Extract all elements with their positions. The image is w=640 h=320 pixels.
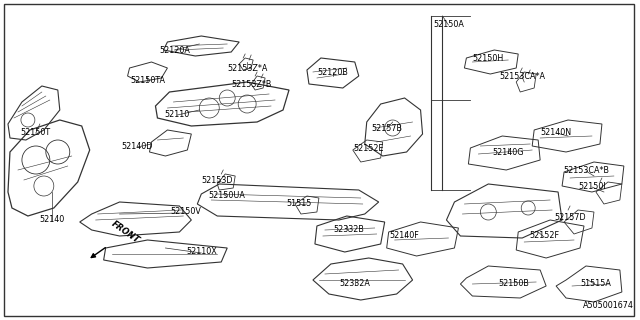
Text: 52153CA*A: 52153CA*A xyxy=(499,71,545,81)
Text: 52110: 52110 xyxy=(164,109,190,118)
Text: 52332A: 52332A xyxy=(339,279,370,289)
Text: 52150UA: 52150UA xyxy=(209,191,246,201)
Text: 52153Z*A: 52153Z*A xyxy=(227,63,268,73)
Text: 52157D: 52157D xyxy=(554,213,586,222)
Text: 52332B: 52332B xyxy=(333,226,364,235)
Text: 52150B: 52150B xyxy=(499,279,530,289)
Text: 52150H: 52150H xyxy=(473,53,504,62)
Text: 52150T: 52150T xyxy=(21,127,51,137)
Text: 52152F: 52152F xyxy=(529,231,559,241)
Text: 52152E: 52152E xyxy=(353,143,384,153)
Text: 52153CA*B: 52153CA*B xyxy=(563,165,609,174)
Text: 52153Z*B: 52153Z*B xyxy=(231,79,271,89)
Text: 52120B: 52120B xyxy=(317,68,348,76)
Text: FRONT: FRONT xyxy=(109,219,141,245)
Text: 52140F: 52140F xyxy=(390,231,419,241)
Text: 52150V: 52150V xyxy=(170,207,201,217)
Text: 52140D: 52140D xyxy=(122,141,153,150)
Text: A505001674: A505001674 xyxy=(582,301,634,310)
Text: 52150I: 52150I xyxy=(578,181,606,190)
Text: 52140: 52140 xyxy=(39,215,65,225)
Text: 52153D: 52153D xyxy=(202,175,233,185)
Text: 52120A: 52120A xyxy=(159,45,190,54)
Text: 52140N: 52140N xyxy=(541,127,572,137)
Text: 52110X: 52110X xyxy=(186,247,217,257)
Text: 52150A: 52150A xyxy=(433,20,464,28)
Text: 51515A: 51515A xyxy=(580,279,611,289)
Text: 51515: 51515 xyxy=(286,199,312,209)
Text: 52150TA: 52150TA xyxy=(130,76,165,84)
Text: 52157B: 52157B xyxy=(371,124,402,132)
Text: 52140G: 52140G xyxy=(493,148,524,156)
